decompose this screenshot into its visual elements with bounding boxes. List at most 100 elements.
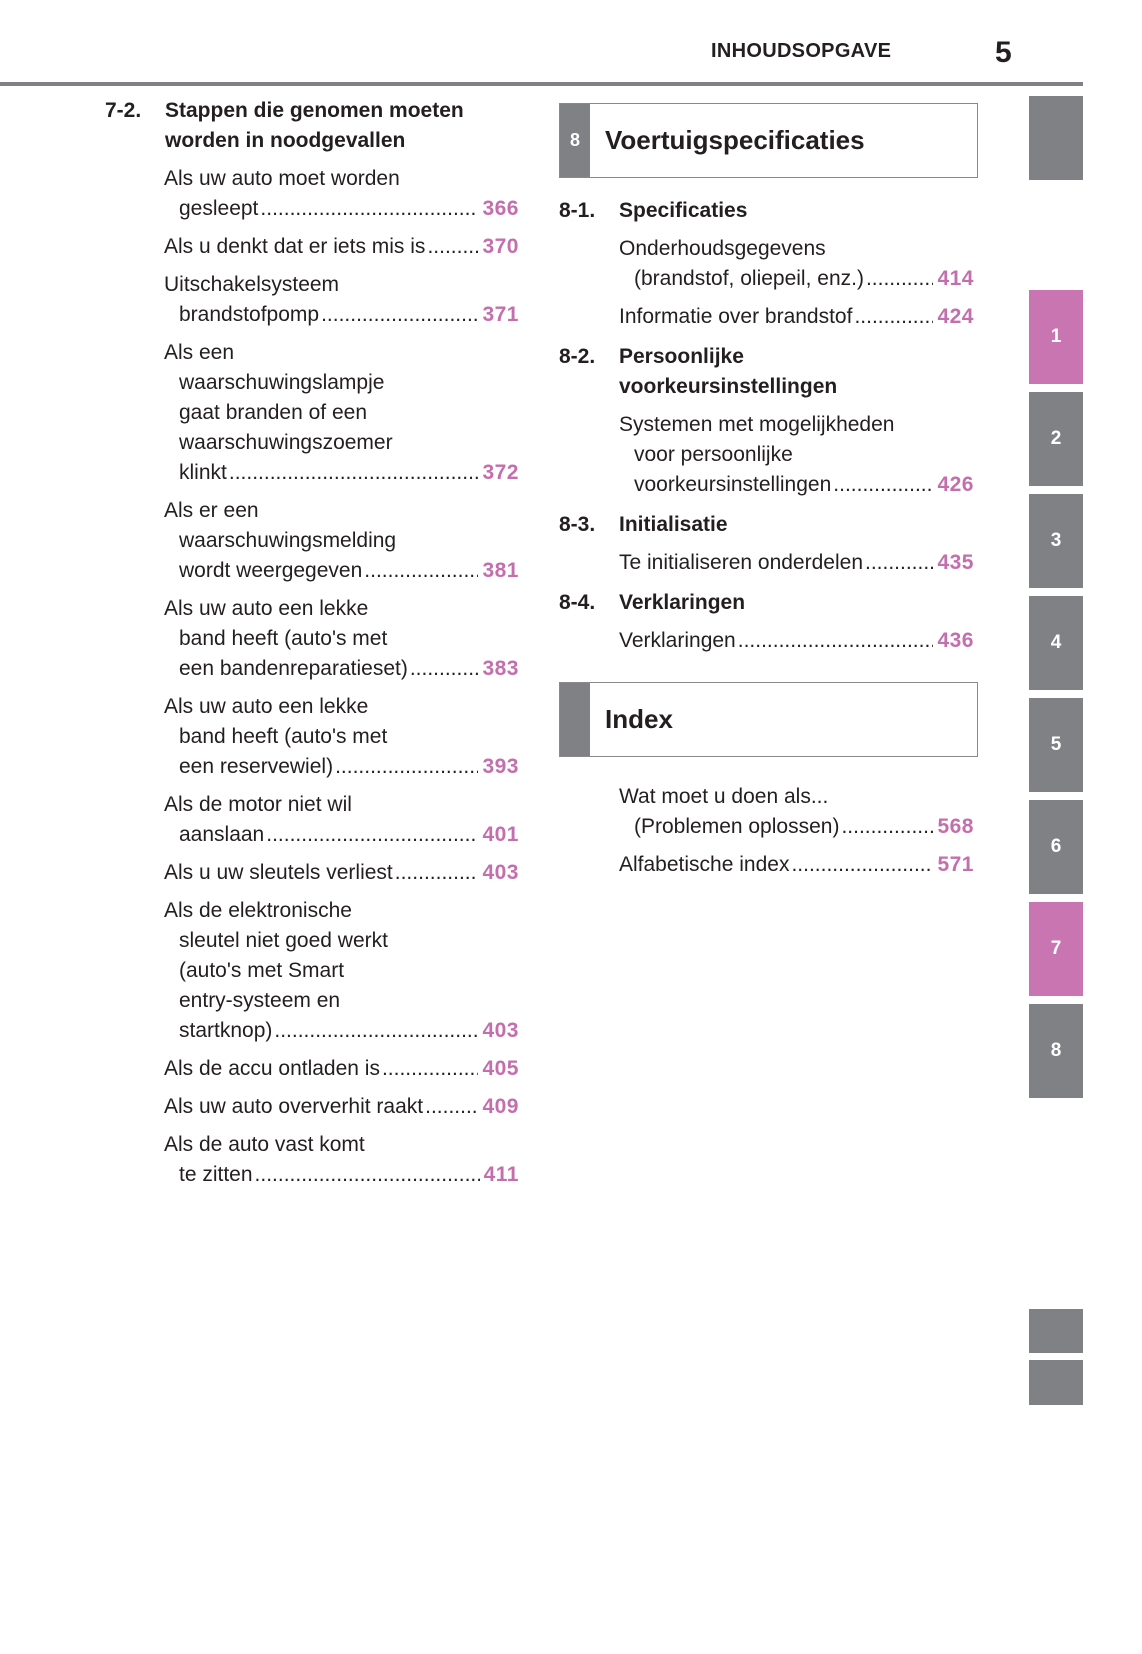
entry-text: aanslaan: [179, 823, 265, 846]
tab-chapter-2[interactable]: 2: [1029, 392, 1083, 486]
entry-line: waarschuwingsmelding: [164, 526, 519, 556]
entry-text: Verklaringen: [619, 629, 736, 652]
toc-entry[interactable]: Te initialiseren onderdelen 435: [559, 548, 974, 578]
entry-text: Als uw auto moet worden: [164, 167, 400, 190]
tab-bottom-1[interactable]: [1029, 1309, 1083, 1353]
section-heading: 7-2. Stappen die genomen moeten worden in …: [105, 96, 519, 156]
entry-text: voorkeursinstellingen: [634, 473, 832, 496]
tab-contents-top[interactable]: [1029, 96, 1083, 180]
entry-page-number[interactable]: 571: [937, 853, 974, 876]
page-header-title: INHOUDSOPGAVE: [711, 40, 892, 62]
tab-chapter-7[interactable]: 7: [1029, 902, 1083, 996]
leader-dots: [255, 1160, 480, 1190]
entry-page-number[interactable]: 401: [482, 823, 519, 846]
entry-line: Uitschakelsysteem: [164, 270, 519, 300]
entry-text: te zitten: [179, 1163, 253, 1186]
entry-page-number[interactable]: 424: [937, 305, 974, 328]
entry-text: Uitschakelsysteem: [164, 273, 340, 296]
entry-page-number[interactable]: 409: [482, 1095, 519, 1118]
tab-chapter-6[interactable]: 6: [1029, 800, 1083, 894]
entry-page-number[interactable]: 403: [482, 1019, 519, 1042]
entry-text: (Problemen oplossen): [634, 815, 840, 838]
entry-text: waarschuwingszoemer: [179, 431, 393, 454]
toc-entry[interactable]: Als u denkt dat er iets mis is 370: [105, 232, 519, 262]
toc-entry[interactable]: Informatie over brandstof 424: [559, 302, 974, 332]
toc-entry[interactable]: Als uw auto oververhit raakt 409: [105, 1092, 519, 1122]
entry-line: Alfabetische index 571: [619, 850, 974, 880]
entry-line: Als uw auto een lekke: [164, 692, 519, 722]
entry-page-number[interactable]: 393: [482, 755, 519, 778]
left-column: 7-2. Stappen die genomen moeten worden in …: [105, 96, 519, 1190]
toc-entry[interactable]: Verklaringen 436: [559, 626, 974, 656]
chapter-8-contents: 8-1. Specificaties Onderhoudsgegevens (bran…: [559, 196, 974, 656]
toc-entry[interactable]: Wat moet u doen als... (Problemen oplosse…: [619, 782, 974, 842]
entry-line: band heeft (auto's met: [164, 722, 519, 752]
entry-line: Informatie over brandstof 424: [619, 302, 974, 332]
toc-entry[interactable]: Als er een waarschuwingsmelding wordt weer…: [105, 496, 519, 586]
page-number: 5: [995, 36, 1012, 69]
leader-dots: [321, 300, 478, 330]
entry-page-number[interactable]: 435: [937, 551, 974, 574]
section-title-line: Stappen die genomen moeten: [165, 99, 464, 122]
toc-entry[interactable]: Onderhoudsgegevens (brandstof, oliepeil, …: [559, 234, 974, 294]
toc-entry[interactable]: Als de elektronische sleutel niet goed we…: [105, 896, 519, 1046]
entry-text: Als uw auto oververhit raakt: [164, 1095, 424, 1118]
entry-line: wordt weergegeven 381: [164, 556, 519, 586]
entry-page-number[interactable]: 403: [482, 861, 519, 884]
toc-entry[interactable]: Als uw auto moet worden gesleept 366: [105, 164, 519, 224]
entry-line: Als de elektronische: [164, 896, 519, 926]
leader-dots: [395, 858, 479, 888]
section-title-line: Specificaties: [619, 199, 748, 222]
entry-page-number[interactable]: 372: [482, 461, 519, 484]
toc-entry[interactable]: Als de motor niet wil aanslaan 401: [105, 790, 519, 850]
section-number: 8-2.: [559, 345, 596, 368]
toc-entry[interactable]: Systemen met mogelijkheden voor persoonli…: [559, 410, 974, 500]
toc-entry[interactable]: Als uw auto een lekke band heeft (auto's …: [105, 692, 519, 782]
entry-text: (auto's met Smart: [179, 959, 345, 982]
entry-line: (brandstof, oliepeil, enz.) 414: [619, 264, 974, 294]
toc-entry[interactable]: Uitschakelsysteem brandstofpomp 371: [105, 270, 519, 330]
entry-text: Te initialiseren onderdelen: [619, 551, 863, 574]
section-number: 8-4.: [559, 591, 596, 614]
toc-entry[interactable]: Als de auto vast komt te zitten 411: [105, 1130, 519, 1190]
entry-text: Als de auto vast komt: [164, 1133, 365, 1156]
entry-page-number[interactable]: 414: [937, 267, 974, 290]
entry-line: Als u denkt dat er iets mis is 370: [164, 232, 519, 262]
toc-entry[interactable]: Als uw auto een lekke band heeft (auto's …: [105, 594, 519, 684]
entry-page-number[interactable]: 381: [482, 559, 519, 582]
entry-page-number[interactable]: 370: [482, 235, 519, 258]
entry-text: band heeft (auto's met: [179, 627, 388, 650]
entry-page-number[interactable]: 371: [482, 303, 519, 326]
tab-chapter-4[interactable]: 4: [1029, 596, 1083, 690]
entry-page-number[interactable]: 426: [937, 473, 974, 496]
entry-text: brandstofpomp: [179, 303, 320, 326]
toc-entry[interactable]: Alfabetische index 571: [619, 850, 974, 880]
leader-dots: [427, 232, 478, 262]
section-title: Persoonlijke voorkeursinstellingen: [619, 342, 837, 402]
entry-page-number[interactable]: 366: [482, 197, 519, 220]
entry-text: Als uw auto een lekke: [164, 597, 369, 620]
tab-chapter-5[interactable]: 5: [1029, 698, 1083, 792]
tab-bottom-2[interactable]: [1029, 1360, 1083, 1405]
tab-chapter-3[interactable]: 3: [1029, 494, 1083, 588]
entry-page-number[interactable]: 436: [937, 629, 974, 652]
entry-page-number[interactable]: 405: [482, 1057, 519, 1080]
entry-page-number[interactable]: 568: [937, 815, 974, 838]
entry-line: een bandenreparatieset) 383: [164, 654, 519, 684]
tab-chapter-8[interactable]: 8: [1029, 1004, 1083, 1098]
entry-page-number[interactable]: 411: [483, 1163, 519, 1186]
leader-dots: [791, 850, 933, 880]
chapter-title: Voertuigspecificaties: [605, 125, 865, 155]
entry-page-number[interactable]: 383: [482, 657, 519, 680]
leader-dots: [833, 470, 933, 500]
entry-line: voorkeursinstellingen 426: [619, 470, 974, 500]
toc-entry[interactable]: Als een waarschuwingslampje gaat branden o…: [105, 338, 519, 488]
entry-line: band heeft (auto's met: [164, 624, 519, 654]
entry-text: een bandenreparatieset): [179, 657, 408, 680]
entry-line: entry-systeem en: [164, 986, 519, 1016]
toc-entry[interactable]: Als u uw sleutels verliest 403: [105, 858, 519, 888]
toc-entry[interactable]: Als de accu ontladen is 405: [105, 1054, 519, 1084]
entry-line: gesleept 366: [164, 194, 519, 224]
tab-chapter-1[interactable]: 1: [1029, 290, 1083, 384]
entry-line: aanslaan 401: [164, 820, 519, 850]
